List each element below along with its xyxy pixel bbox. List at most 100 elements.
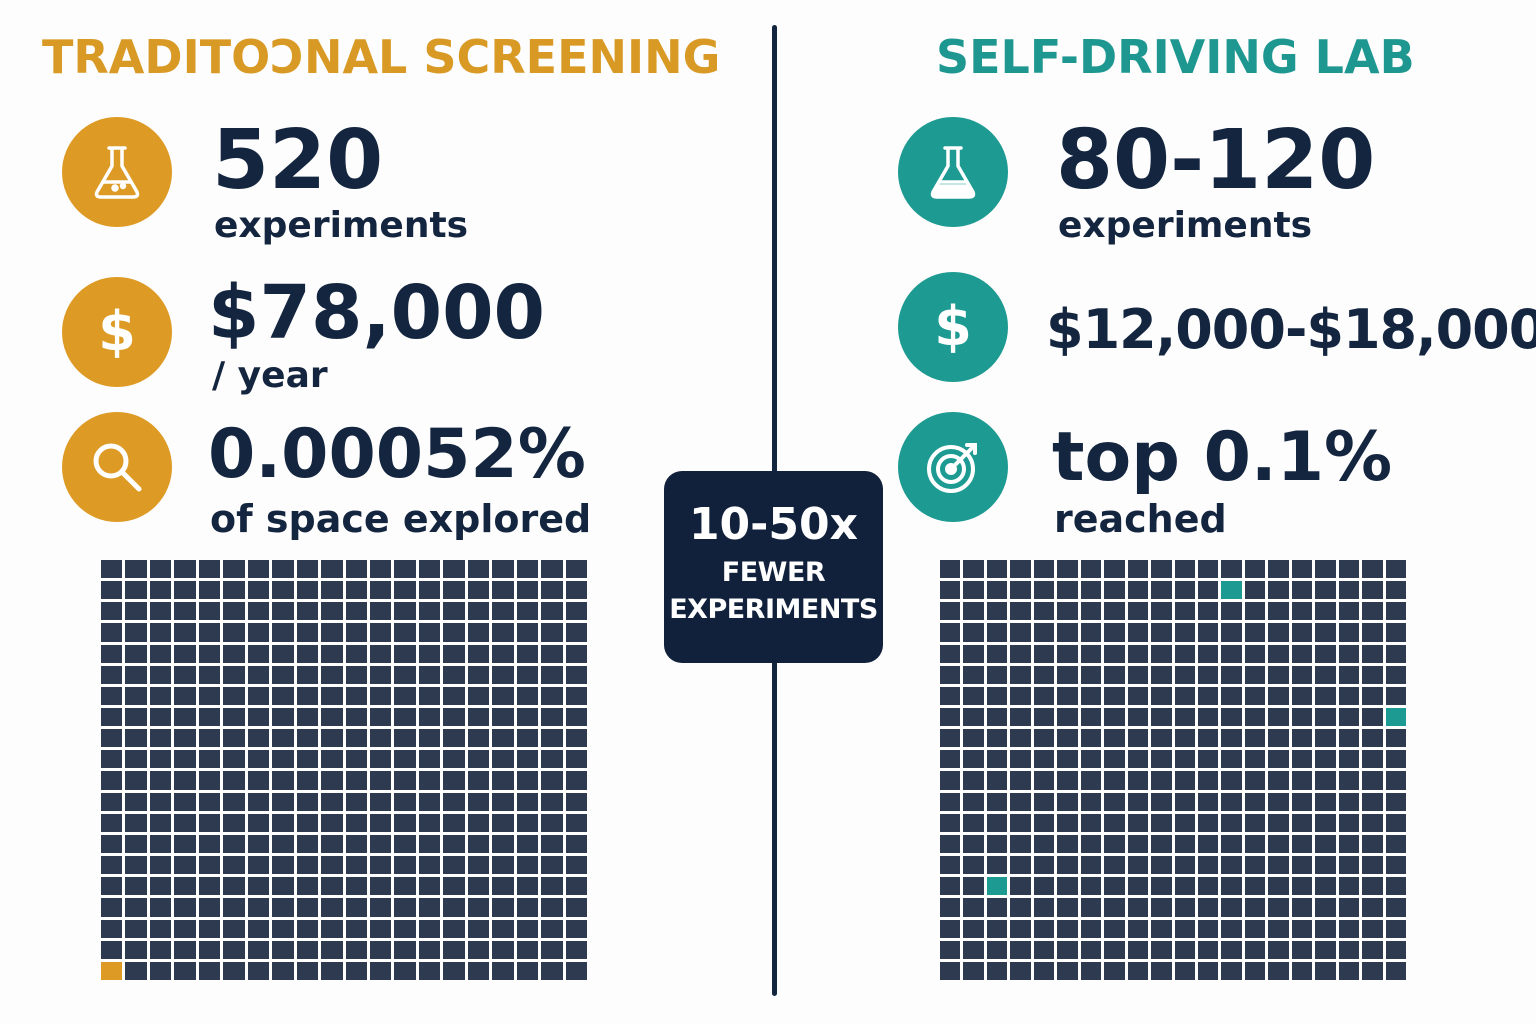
grid-cell xyxy=(345,961,367,980)
grid-cell xyxy=(541,961,563,980)
grid-cell xyxy=(1291,919,1313,938)
grid-cell xyxy=(492,877,514,896)
traditional-space-label: of space explored xyxy=(210,497,592,541)
grid-cell xyxy=(1080,940,1102,959)
grid-cell xyxy=(125,898,147,917)
grid-cell xyxy=(418,792,441,811)
grid-cell xyxy=(1010,686,1031,706)
grid-cell xyxy=(986,961,1008,980)
grid-cell xyxy=(272,581,294,600)
grid-cell xyxy=(541,940,563,959)
grid-cell xyxy=(1221,961,1242,980)
grid-cell xyxy=(369,581,392,600)
grid-cell xyxy=(101,771,123,790)
grid-cell xyxy=(1315,665,1336,684)
grid-cell xyxy=(1127,623,1149,642)
grid-cell xyxy=(1362,686,1383,706)
grid-cell xyxy=(149,560,172,579)
grid-cell xyxy=(247,834,270,854)
grid-cell xyxy=(1104,665,1125,684)
grid-cell xyxy=(247,898,270,917)
grid-cell xyxy=(1291,856,1313,875)
grid-cell xyxy=(1127,940,1149,959)
grid-cell xyxy=(247,877,270,896)
grid-cell xyxy=(272,961,294,980)
grid-cell xyxy=(1362,919,1383,938)
grid-cell xyxy=(1315,560,1336,579)
grid-cell xyxy=(321,834,343,854)
grid-cell xyxy=(296,856,319,875)
grid-cell xyxy=(516,665,539,684)
grid-cell xyxy=(321,729,343,748)
sdl-experiments-value: 80-120 xyxy=(1056,113,1376,208)
grid-cell xyxy=(1127,581,1149,600)
highlighted-grid-cell xyxy=(101,961,123,980)
grid-cell xyxy=(1080,856,1102,875)
grid-cell xyxy=(541,581,563,600)
grid-cell xyxy=(1291,961,1313,980)
grid-cell xyxy=(125,644,147,663)
grid-cell xyxy=(986,898,1008,917)
grid-cell xyxy=(223,940,245,959)
grid-cell xyxy=(1033,729,1055,748)
grid-cell xyxy=(1151,940,1172,959)
grid-cell xyxy=(321,961,343,980)
grid-cell xyxy=(986,729,1008,748)
grid-cell xyxy=(174,708,196,727)
grid-cell xyxy=(174,686,196,706)
grid-cell xyxy=(125,623,147,642)
grid-cell xyxy=(101,581,123,600)
grid-cell xyxy=(1315,771,1336,790)
grid-cell xyxy=(149,623,172,642)
grid-cell xyxy=(1362,581,1383,600)
grid-cell xyxy=(345,813,367,832)
grid-cell xyxy=(963,686,984,706)
grid-cell xyxy=(1197,602,1219,621)
grid-cell xyxy=(1033,877,1055,896)
grid-cell xyxy=(1151,560,1172,579)
grid-cell xyxy=(101,940,123,959)
grid-cell xyxy=(1385,771,1406,790)
grid-cell xyxy=(516,961,539,980)
grid-cell xyxy=(1197,623,1219,642)
grid-cell xyxy=(541,560,563,579)
grid-cell xyxy=(272,623,294,642)
self-driving-lab-title: SELF-DRIVING LAB xyxy=(936,30,1415,84)
grid-cell xyxy=(1151,581,1172,600)
grid-cell xyxy=(345,898,367,917)
grid-cell xyxy=(296,581,319,600)
grid-cell xyxy=(443,602,465,621)
grid-cell xyxy=(1268,856,1289,875)
grid-cell xyxy=(541,602,563,621)
grid-cell xyxy=(443,560,465,579)
grid-cell xyxy=(223,644,245,663)
grid-cell xyxy=(321,750,343,769)
grid-cell xyxy=(1197,898,1219,917)
grid-cell xyxy=(296,940,319,959)
grid-cell xyxy=(1174,686,1195,706)
grid-cell xyxy=(1338,602,1360,621)
grid-cell xyxy=(1104,792,1125,811)
grid-cell xyxy=(247,602,270,621)
grid-cell xyxy=(394,834,416,854)
grid-cell xyxy=(296,919,319,938)
grid-cell xyxy=(1362,940,1383,959)
grid-cell xyxy=(940,919,961,938)
grid-cell xyxy=(1362,708,1383,727)
grid-cell xyxy=(369,708,392,727)
grid-cell xyxy=(101,856,123,875)
grid-cell xyxy=(1151,623,1172,642)
grid-cell xyxy=(492,961,514,980)
grid-cell xyxy=(296,834,319,854)
grid-cell xyxy=(1174,771,1195,790)
grid-cell xyxy=(296,708,319,727)
grid-cell xyxy=(1197,644,1219,663)
grid-cell xyxy=(418,813,441,832)
grid-cell xyxy=(443,919,465,938)
grid-cell xyxy=(1197,708,1219,727)
grid-cell xyxy=(1385,961,1406,980)
grid-cell xyxy=(223,898,245,917)
grid-cell xyxy=(101,729,123,748)
grid-cell xyxy=(174,919,196,938)
grid-cell xyxy=(1033,771,1055,790)
